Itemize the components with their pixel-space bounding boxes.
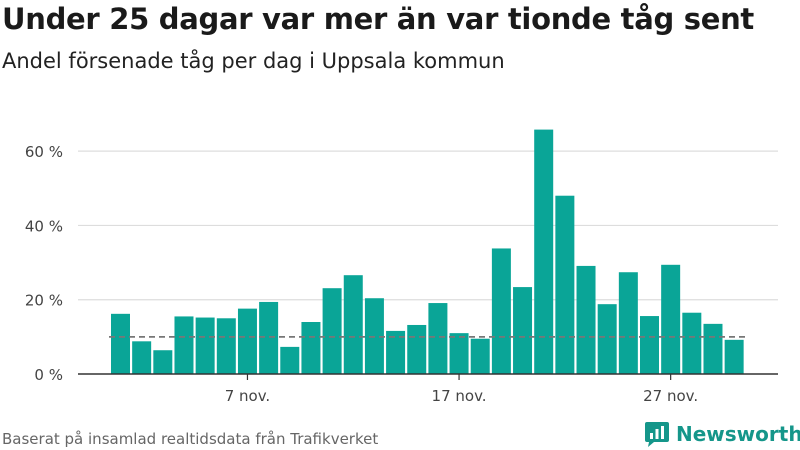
bar [470,338,490,374]
y-tick-label: 0 % [34,366,63,384]
bar [661,264,681,374]
bar [132,341,152,374]
bar [449,333,469,374]
bar [174,316,194,374]
bar [724,339,744,374]
bar [343,275,363,374]
source-note: Baserat på insamlad realtidsdata från Tr… [2,430,379,448]
bar [301,322,321,374]
newsworthy-logo-icon [645,422,669,447]
bar [555,195,575,374]
x-tick-label: 7 nov. [225,387,270,405]
bar [386,330,406,374]
newsworthy-logo: Newsworthy [644,420,800,448]
bar [195,317,215,374]
chart-subtitle: Andel försenade tåg per dag i Uppsala ko… [2,49,505,73]
bar [280,346,300,374]
bar [618,272,638,374]
bar [576,265,596,374]
bar [640,316,659,374]
y-tick-label: 60 % [25,143,63,161]
bar [703,323,723,374]
x-tick-label: 17 nov. [432,387,487,405]
bar [491,248,511,374]
y-tick-label: 40 % [25,217,63,235]
bar [237,308,257,374]
chart-title: Under 25 dagar var mer än var tionde tåg… [2,2,754,36]
y-tick-label: 20 % [25,292,63,310]
bar [111,313,130,374]
x-tick-label: 27 nov. [643,387,698,405]
bar [428,303,448,374]
bar [407,324,427,374]
bar [682,312,702,374]
bar [597,304,617,374]
bar [534,129,554,374]
bar [513,287,533,374]
bar [322,288,342,374]
bar [153,350,173,374]
bar [259,301,279,374]
brand-name: Newsworthy [676,422,800,446]
bar [216,318,236,374]
